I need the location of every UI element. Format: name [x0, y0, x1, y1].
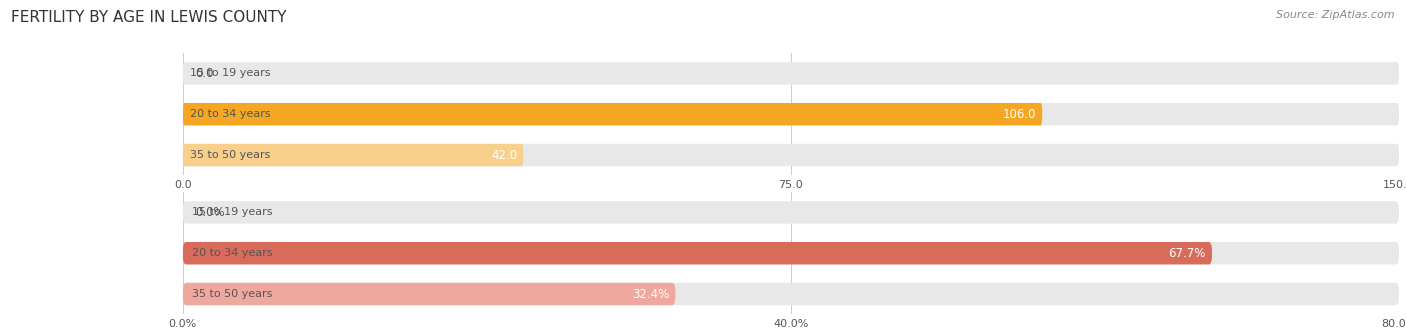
Text: 42.0: 42.0: [491, 149, 517, 162]
FancyBboxPatch shape: [183, 103, 1399, 125]
Text: FERTILITY BY AGE IN LEWIS COUNTY: FERTILITY BY AGE IN LEWIS COUNTY: [11, 10, 287, 25]
Text: 106.0: 106.0: [1002, 108, 1036, 121]
Text: 0.0: 0.0: [195, 67, 214, 80]
Text: Source: ZipAtlas.com: Source: ZipAtlas.com: [1277, 10, 1395, 20]
Text: 35 to 50 years: 35 to 50 years: [193, 289, 273, 299]
FancyBboxPatch shape: [183, 62, 1399, 85]
FancyBboxPatch shape: [183, 103, 1042, 125]
FancyBboxPatch shape: [183, 283, 1399, 305]
FancyBboxPatch shape: [183, 201, 1399, 224]
Text: 15 to 19 years: 15 to 19 years: [190, 69, 270, 78]
FancyBboxPatch shape: [183, 144, 1399, 166]
Text: 20 to 34 years: 20 to 34 years: [190, 109, 271, 119]
FancyBboxPatch shape: [183, 242, 1399, 264]
FancyBboxPatch shape: [183, 242, 1212, 264]
Text: 32.4%: 32.4%: [633, 288, 669, 301]
Text: 67.7%: 67.7%: [1168, 247, 1206, 260]
Text: 35 to 50 years: 35 to 50 years: [190, 150, 270, 160]
Text: 0.0%: 0.0%: [195, 206, 225, 219]
FancyBboxPatch shape: [183, 283, 675, 305]
Text: 15 to 19 years: 15 to 19 years: [193, 208, 273, 217]
Text: 20 to 34 years: 20 to 34 years: [193, 248, 273, 258]
FancyBboxPatch shape: [183, 144, 523, 166]
